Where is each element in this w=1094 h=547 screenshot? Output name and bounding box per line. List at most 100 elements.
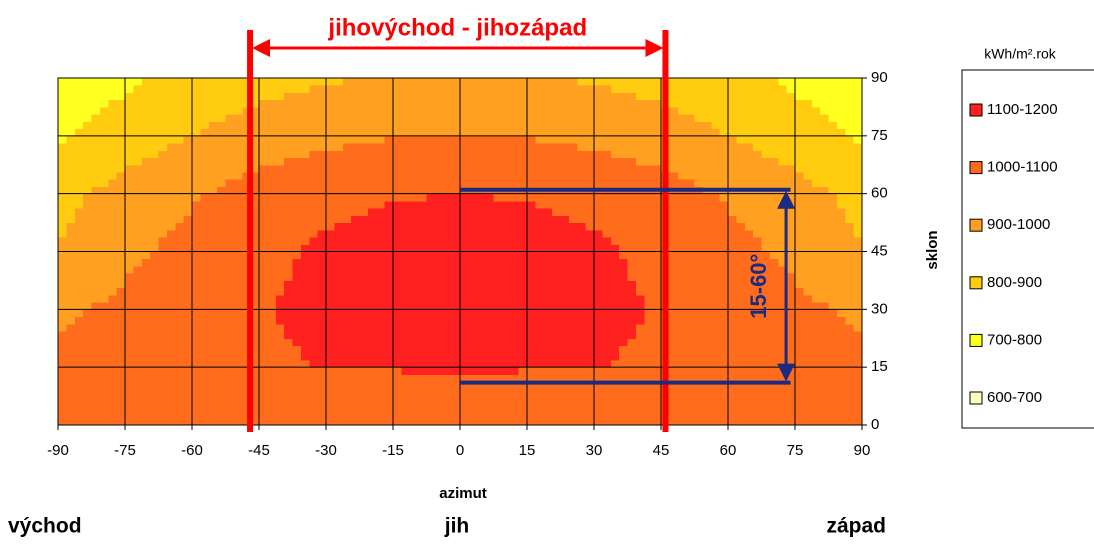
contour-cell: [451, 287, 461, 296]
contour-cell: [451, 157, 461, 166]
contour-cell: [535, 302, 545, 310]
contour-cell: [493, 150, 503, 159]
contour-cell: [460, 229, 469, 238]
contour-cell: [476, 171, 486, 180]
contour-cell: [175, 193, 185, 202]
contour-cell: [811, 403, 821, 412]
contour-cell: [267, 208, 277, 216]
contour-cell: [125, 92, 134, 101]
contour-cell: [485, 294, 494, 303]
contour-cell: [292, 367, 302, 375]
contour-cell: [535, 367, 545, 375]
contour-cell: [275, 381, 285, 390]
contour-cell: [418, 309, 427, 318]
contour-cell: [192, 273, 201, 281]
contour-cell: [99, 294, 109, 303]
contour-cell: [602, 171, 612, 180]
contour-cell: [845, 352, 855, 361]
contour-cell: [510, 374, 520, 383]
contour-cell: [74, 99, 84, 108]
contour-cell: [208, 157, 218, 166]
contour-cell: [141, 78, 151, 86]
contour-cell: [83, 273, 92, 281]
contour-cell: [811, 309, 821, 318]
contour-cell: [225, 381, 235, 390]
contour-cell: [359, 251, 369, 260]
contour-cell: [744, 280, 754, 289]
contour-cell: [108, 186, 118, 195]
contour-cell: [158, 331, 168, 339]
contour-cell: [393, 258, 402, 267]
contour-cell: [535, 92, 545, 101]
contour-cell: [460, 302, 469, 310]
contour-cell: [300, 323, 310, 332]
contour-cell: [275, 367, 285, 375]
contour-cell: [476, 410, 486, 419]
contour-cell: [853, 208, 863, 216]
contour-cell: [669, 345, 679, 354]
contour-cell: [242, 273, 252, 281]
contour-cell: [401, 417, 411, 426]
contour-cell: [769, 367, 779, 375]
contour-cell: [694, 287, 704, 296]
contour-cell: [158, 316, 168, 325]
contour-cell: [635, 229, 645, 238]
contour-cell: [401, 121, 411, 130]
contour-cell: [233, 323, 243, 332]
contour-cell: [284, 338, 293, 346]
contour-cell: [217, 135, 226, 144]
contour-cell: [192, 294, 201, 303]
contour-cell: [635, 114, 645, 122]
contour-cell: [426, 215, 436, 224]
contour-cell: [426, 200, 436, 209]
contour-cell: [677, 135, 687, 144]
contour-cell: [811, 273, 821, 281]
contour-cell: [150, 99, 159, 108]
contour-cell: [292, 237, 302, 245]
contour-cell: [116, 265, 126, 274]
contour-cell: [786, 85, 796, 93]
contour-cell: [836, 323, 846, 332]
contour-cell: [594, 106, 603, 115]
contour-cell: [141, 222, 151, 231]
contour-cell: [309, 171, 319, 180]
contour-cell: [585, 381, 595, 390]
contour-cell: [702, 208, 712, 216]
contour-cell: [58, 403, 67, 412]
contour-cell: [485, 171, 494, 180]
contour-cell: [510, 215, 520, 224]
contour-cell: [242, 222, 252, 231]
contour-cell: [250, 396, 260, 404]
contour-cell: [292, 294, 302, 303]
contour-cell: [535, 179, 545, 187]
contour-cell: [175, 244, 185, 252]
contour-cell: [568, 85, 578, 93]
contour-cell: [376, 345, 386, 354]
contour-cell: [795, 157, 804, 166]
contour-cell: [736, 229, 746, 238]
contour-cell: [158, 157, 168, 166]
contour-cell: [175, 258, 185, 267]
contour-cell: [728, 193, 737, 202]
contour-cell: [460, 345, 469, 354]
contour-cell: [418, 150, 427, 159]
contour-cell: [795, 265, 804, 274]
contour-cell: [200, 309, 210, 318]
contour-cell: [585, 251, 595, 260]
contour-cell: [728, 78, 737, 86]
contour-cell: [183, 229, 193, 238]
contour-cell: [476, 179, 486, 187]
contour-cell: [543, 367, 553, 375]
contour-cell: [460, 338, 469, 346]
contour-cell: [267, 359, 277, 368]
contour-cell: [460, 179, 469, 187]
contour-cell: [326, 78, 335, 86]
contour-cell: [836, 352, 846, 361]
contour-cell: [669, 309, 679, 318]
contour-cell: [284, 135, 293, 144]
contour-cell: [568, 323, 578, 332]
contour-cell: [644, 106, 654, 115]
contour-cell: [594, 410, 603, 419]
contour-cell: [501, 85, 511, 93]
contour-cell: [610, 106, 620, 115]
